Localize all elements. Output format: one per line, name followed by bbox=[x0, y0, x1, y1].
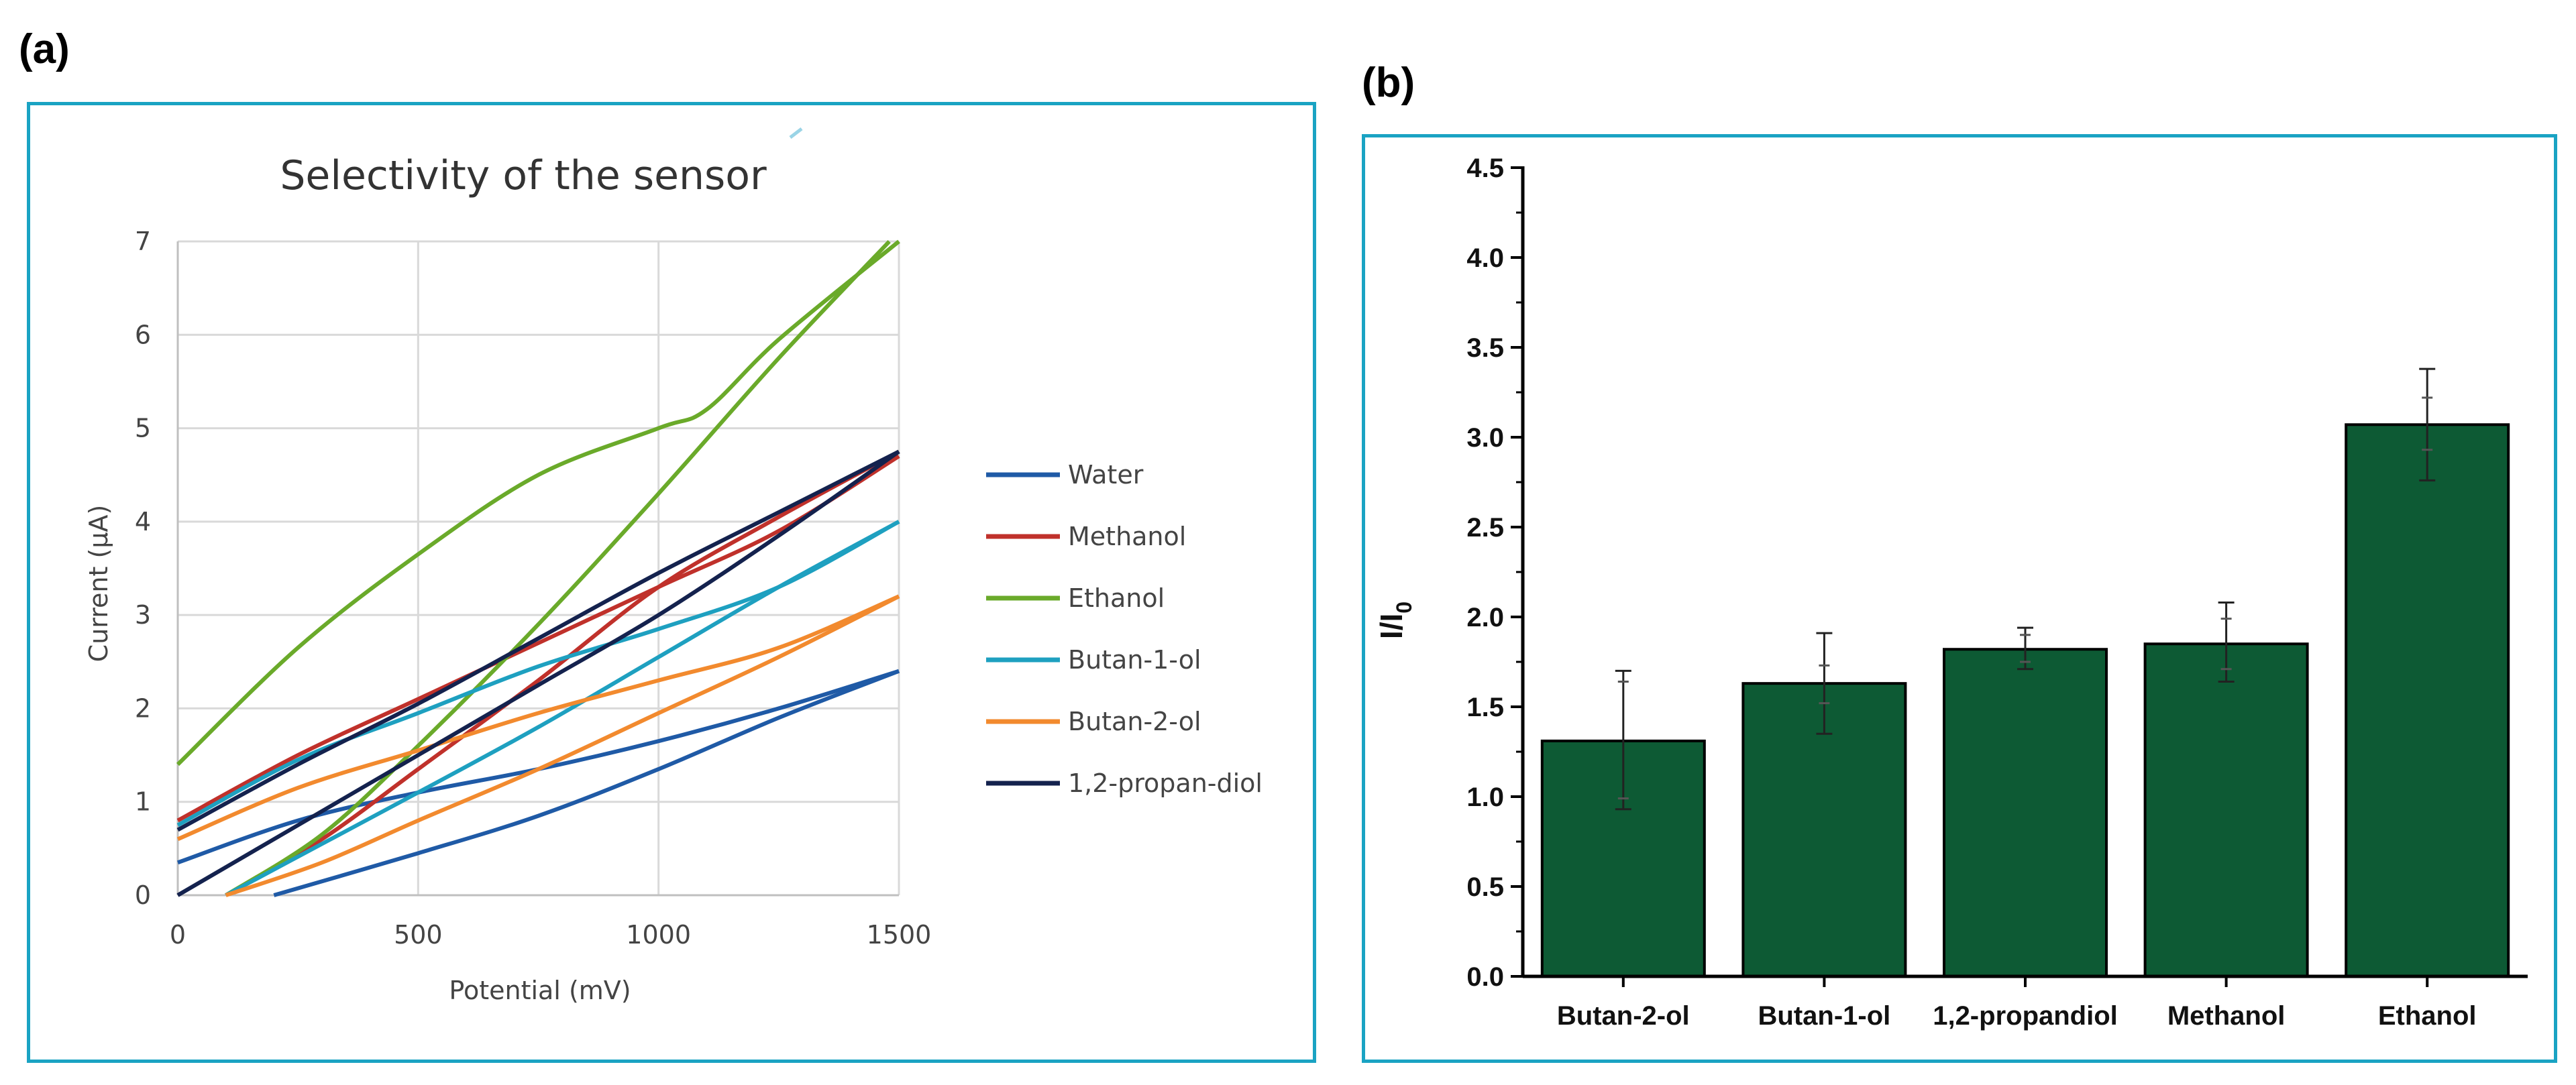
chart-a-xlabel: Potential (mV) bbox=[449, 976, 631, 1005]
series-line-1-2-propan-diol-reverse bbox=[176, 449, 900, 897]
series-line-methanol-reverse bbox=[225, 449, 900, 897]
y-tick-label: 4 bbox=[135, 507, 151, 536]
series-line-butan-1-ol-forward bbox=[176, 520, 900, 827]
legend-label-butan-2-ol: Butan-2-ol bbox=[1068, 707, 1201, 736]
chart-b-ylabel: I/I0 bbox=[1374, 602, 1416, 639]
y-tick-label: 4.5 bbox=[1466, 154, 1504, 183]
y-tick-label: 3.0 bbox=[1466, 423, 1504, 453]
panel-a-frame bbox=[27, 102, 1316, 1063]
decorative-dash bbox=[789, 127, 803, 139]
bar-methanol bbox=[2143, 642, 2309, 978]
panel-b-frame bbox=[1362, 134, 2557, 1063]
chart-a-title: Selectivity of the sensor bbox=[280, 152, 767, 199]
legend-label-methanol: Methanol bbox=[1068, 522, 1186, 551]
series-line-butan-1-ol-reverse bbox=[225, 520, 900, 897]
y-tick-label: 7 bbox=[135, 227, 151, 256]
series-line-ethanol-reverse bbox=[225, 239, 891, 897]
y-tick-label: 6 bbox=[135, 320, 151, 349]
series-line-methanol-forward bbox=[176, 454, 900, 823]
category-label-ethanol: Ethanol bbox=[2378, 1001, 2477, 1031]
y-tick-label: 0 bbox=[135, 880, 151, 910]
series-line-ethanol-forward bbox=[176, 239, 900, 766]
legend-label-water: Water bbox=[1068, 460, 1144, 490]
bar-1-2-propandiol bbox=[1943, 648, 2108, 978]
bar-ethanol bbox=[2345, 423, 2510, 978]
panel-a-label: (a) bbox=[19, 26, 70, 72]
y-tick-label: 1 bbox=[135, 787, 151, 817]
legend-label-1-2-propan-diol: 1,2-propan-diol bbox=[1068, 768, 1263, 798]
y-tick-label: 4.0 bbox=[1466, 243, 1504, 273]
series-line-1-2-propan-diol-forward bbox=[176, 449, 900, 832]
series-line-butan-2-ol-forward bbox=[176, 594, 900, 842]
x-tick-label: 500 bbox=[394, 920, 443, 950]
y-tick-label: 2.0 bbox=[1466, 603, 1504, 632]
category-label-methanol: Methanol bbox=[2167, 1001, 2286, 1031]
category-label-butan-1-ol: Butan-1-ol bbox=[1758, 1001, 1891, 1031]
y-tick-label: 0.0 bbox=[1466, 962, 1504, 992]
y-tick-label: 5 bbox=[135, 414, 151, 443]
x-tick-label: 1000 bbox=[626, 920, 691, 950]
y-tick-label: 2.5 bbox=[1466, 513, 1504, 542]
y-tick-label: 0.5 bbox=[1466, 872, 1504, 902]
x-tick-label: 0 bbox=[170, 920, 186, 950]
y-tick-label: 2 bbox=[135, 693, 151, 723]
y-tick-label: 1.0 bbox=[1466, 783, 1504, 812]
y-tick-label: 3 bbox=[135, 600, 151, 630]
y-tick-label: 3.5 bbox=[1466, 333, 1504, 363]
panel-b-label: (b) bbox=[1362, 60, 1415, 106]
legend-label-ethanol: Ethanol bbox=[1068, 583, 1165, 613]
category-label-1-2-propandiol: 1,2-propandiol bbox=[1933, 1001, 2118, 1031]
y-tick-label: 1.5 bbox=[1466, 693, 1504, 722]
category-label-butan-2-ol: Butan-2-ol bbox=[1557, 1001, 1690, 1031]
series-line-butan-2-ol-reverse bbox=[225, 594, 900, 897]
chart-a-ylabel: Current (µA) bbox=[84, 505, 113, 663]
x-tick-label: 1500 bbox=[867, 920, 932, 950]
legend-label-butan-1-ol: Butan-1-ol bbox=[1068, 645, 1201, 675]
series-line-water-reverse bbox=[273, 669, 900, 897]
